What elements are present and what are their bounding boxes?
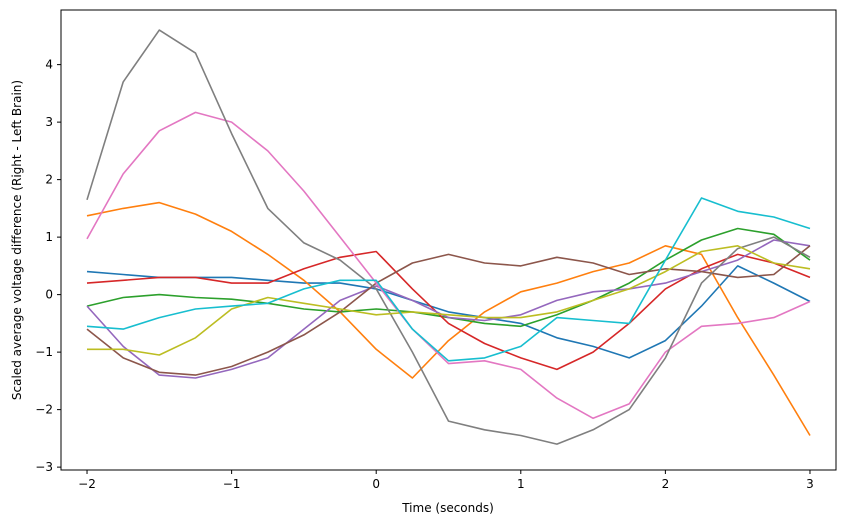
series-line-7: [86, 111, 811, 420]
x-axis-label: Time (seconds): [401, 501, 494, 515]
x-tick-label: −2: [78, 477, 96, 491]
x-tick-label: 3: [806, 477, 814, 491]
series-line-2: [86, 201, 811, 436]
y-tick-label: −3: [35, 460, 53, 474]
x-tick-label: 1: [517, 477, 525, 491]
y-tick-label: 1: [45, 230, 53, 244]
series-line-6: [86, 245, 811, 376]
series-layer: [86, 29, 811, 445]
series-line-5: [86, 239, 811, 379]
x-tick-label: −1: [223, 477, 241, 491]
y-tick-label: 4: [45, 58, 53, 72]
x-tick-label: 2: [662, 477, 670, 491]
x-axis: −2 −1 0 1 2 3: [78, 470, 814, 491]
y-tick-label: 0: [45, 288, 53, 302]
y-axis: −3 −2 −1 0 1 2 3 4: [35, 58, 61, 474]
plot-frame: [60, 9, 837, 471]
y-tick-label: 2: [45, 173, 53, 187]
series-line-10: [86, 197, 811, 362]
y-axis-label: Scaled average voltage difference (Right…: [10, 80, 24, 400]
y-tick-label: −2: [35, 403, 53, 417]
series-line-9: [87, 245, 811, 356]
y-tick-label: 3: [45, 115, 53, 129]
series-line-1: [86, 265, 811, 359]
x-tick-label: 0: [372, 477, 380, 491]
y-tick-label: −1: [35, 345, 53, 359]
series-line-8: [86, 29, 811, 445]
